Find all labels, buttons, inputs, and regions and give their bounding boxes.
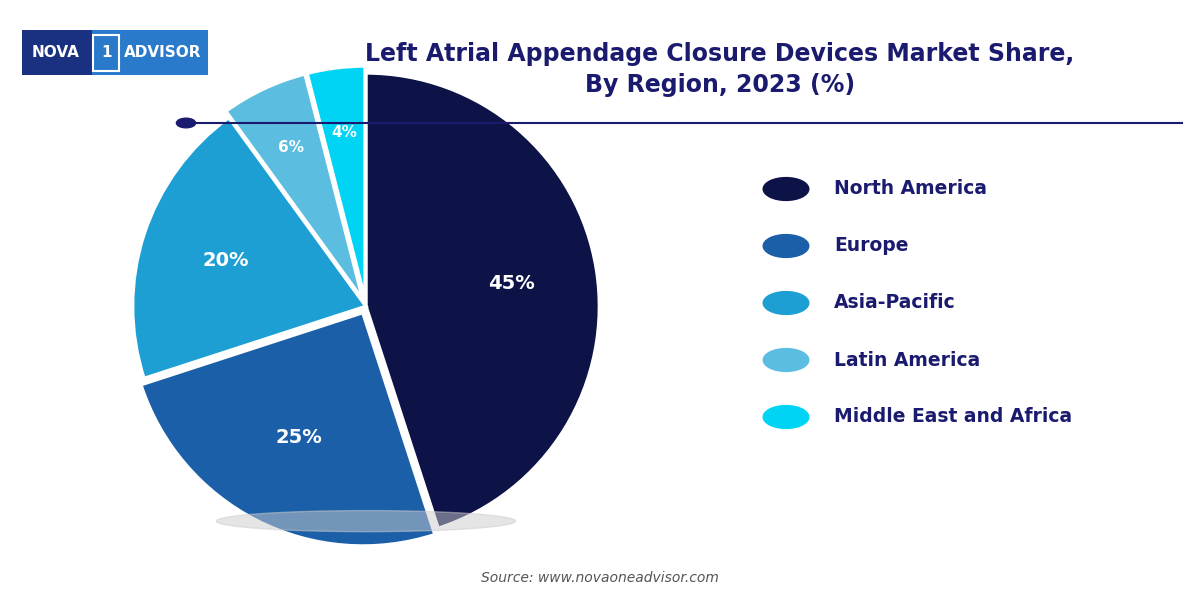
Text: 20%: 20%: [203, 251, 250, 271]
Text: 25%: 25%: [276, 428, 323, 447]
Text: Europe: Europe: [834, 236, 908, 256]
Wedge shape: [307, 66, 365, 299]
Text: Left Atrial Appendage Closure Devices Market Share,
By Region, 2023 (%): Left Atrial Appendage Closure Devices Ma…: [365, 42, 1075, 97]
FancyBboxPatch shape: [92, 30, 208, 75]
Wedge shape: [366, 73, 600, 529]
Wedge shape: [140, 313, 434, 546]
Text: Source: www.novaoneadvisor.com: Source: www.novaoneadvisor.com: [481, 571, 719, 585]
Text: 4%: 4%: [331, 125, 356, 140]
Text: Middle East and Africa: Middle East and Africa: [834, 407, 1072, 427]
Text: 1: 1: [101, 45, 112, 60]
Text: NOVA: NOVA: [31, 45, 79, 60]
Ellipse shape: [216, 511, 516, 532]
Text: 45%: 45%: [488, 274, 535, 293]
Text: ADVISOR: ADVISOR: [125, 45, 202, 60]
Text: North America: North America: [834, 179, 986, 199]
Text: Latin America: Latin America: [834, 350, 980, 370]
Wedge shape: [132, 118, 366, 379]
Text: 6%: 6%: [278, 140, 305, 155]
FancyBboxPatch shape: [94, 34, 119, 70]
Wedge shape: [226, 74, 364, 300]
Text: Asia-Pacific: Asia-Pacific: [834, 293, 955, 313]
FancyBboxPatch shape: [22, 30, 208, 75]
